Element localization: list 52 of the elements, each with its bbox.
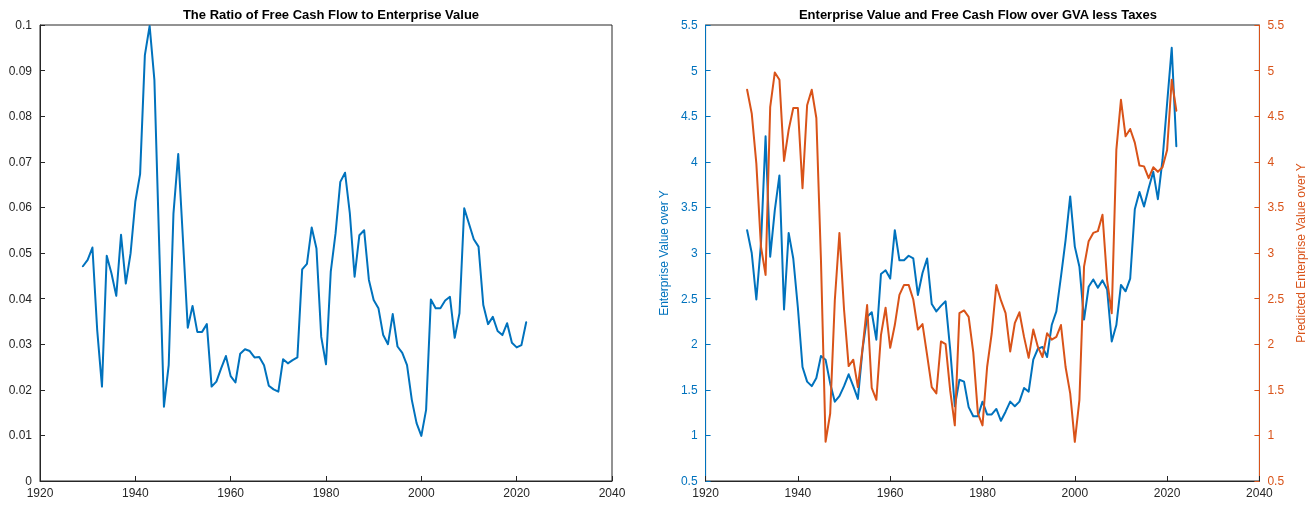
y2-tick-label: 1.5 <box>1267 382 1285 397</box>
chart-title: The Ratio of Free Cash Flow to Enterprise Value <box>182 7 480 22</box>
x-tick-label: 1920 <box>692 486 720 500</box>
y-tick-label: 0.05 <box>8 246 33 260</box>
x-tick-label: 1940 <box>121 486 149 500</box>
y-axis-title: Enterprise Value over Y <box>657 190 671 316</box>
y-tick-label: 5.5 <box>680 18 698 32</box>
y2-tick-label: 3.5 <box>1267 200 1285 215</box>
chart-title: Enterprise Value and Free Cash Flow over GVA less Taxes <box>798 7 1158 22</box>
y-tick-label: 0.03 <box>8 337 33 352</box>
y2-tick-label: 2.5 <box>1267 291 1285 306</box>
y-tick-label: 0.5 <box>680 474 698 488</box>
y-tick-label: 0.01 <box>8 428 33 443</box>
x-tick-label: 2020 <box>503 486 531 500</box>
y2-tick-label: 5 <box>1267 63 1275 78</box>
y-tick-label: 4.5 <box>680 109 698 124</box>
y-tick-label: 3.5 <box>680 200 698 215</box>
x-tick-label: 1940 <box>784 486 812 500</box>
y-tick-label: 0.09 <box>8 63 33 78</box>
y-tick-label: 2.5 <box>680 291 698 306</box>
y-tick-label: 5 <box>690 63 698 78</box>
y-tick-label: 0.04 <box>8 291 33 306</box>
y-tick-label: 0 <box>25 474 33 488</box>
y-tick-label: 0.1 <box>15 18 33 32</box>
y-tick-label: 0.02 <box>8 382 33 397</box>
y2-tick-label: 1 <box>1267 428 1275 443</box>
y-tick-label: 0.08 <box>8 109 33 124</box>
y2-tick-label: 4.5 <box>1267 109 1285 124</box>
line-series <box>81 24 528 437</box>
y-tick-label: 1.5 <box>680 382 698 397</box>
x-tick-label: 2040 <box>1246 486 1274 500</box>
y-tick-label: 0.06 <box>8 200 33 215</box>
y2-tick-label: 0.5 <box>1267 474 1285 488</box>
x-tick-label: 2020 <box>1153 486 1181 500</box>
y-tick-label: 3 <box>690 246 698 260</box>
y-tick-label: 1 <box>690 428 698 443</box>
x-tick-label: 1960 <box>876 486 904 500</box>
x-tick-label: 2000 <box>1061 486 1089 500</box>
y2-tick-label: 4 <box>1267 154 1275 169</box>
x-tick-label: 1960 <box>217 486 245 500</box>
y-tick-label: 2 <box>690 337 698 352</box>
x-tick-label: 2000 <box>407 486 435 500</box>
x-tick-label: 1980 <box>969 486 997 500</box>
y-tick-label: 4 <box>690 154 698 169</box>
y2-tick-label: 3 <box>1267 246 1275 260</box>
y2-tick-label: 5.5 <box>1267 18 1285 32</box>
y2-tick-label: 2 <box>1267 337 1275 352</box>
x-tick-label: 1980 <box>312 486 340 500</box>
y-tick-label: 0.07 <box>8 154 33 169</box>
x-tick-label: 2040 <box>598 486 626 500</box>
y2-axis-title: Predicted Enterprise Value over Y <box>1294 163 1308 343</box>
x-tick-label: 1920 <box>26 486 54 500</box>
